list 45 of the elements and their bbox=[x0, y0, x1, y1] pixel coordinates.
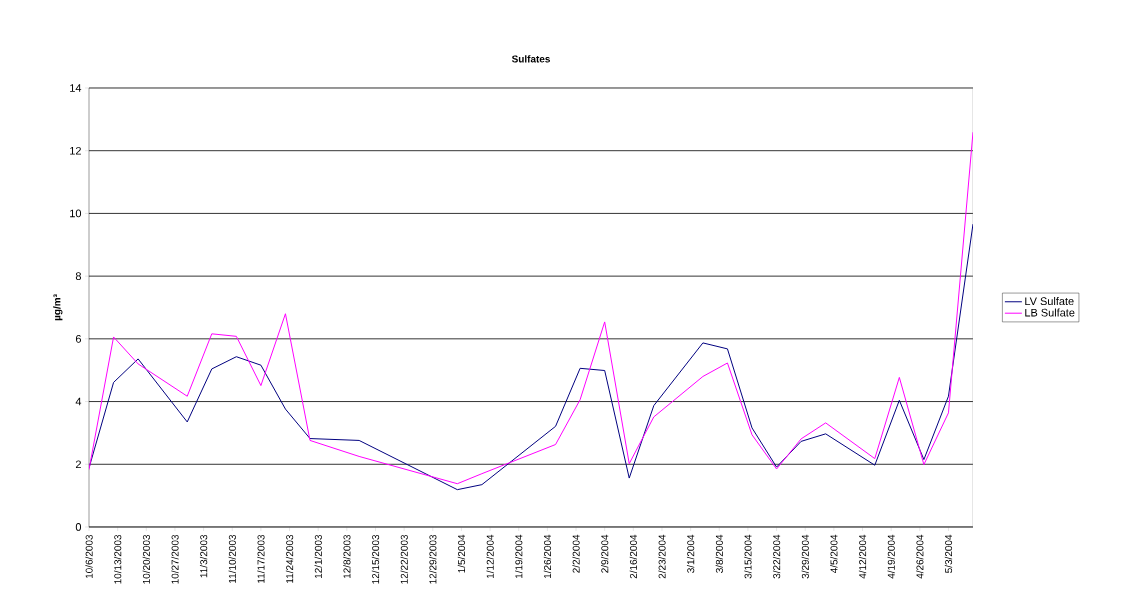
x-tick-label: 12/22/2003 bbox=[400, 534, 408, 584]
x-tick-label: 4/12/2004 bbox=[858, 534, 867, 579]
x-tick-label: 12/1/2003 bbox=[314, 534, 322, 579]
x-tick-label: 4/5/2004 bbox=[830, 534, 838, 574]
y-tick-label: 12 bbox=[70, 146, 81, 155]
x-tick-label: 11/24/2003 bbox=[285, 534, 294, 583]
y-tick-label: 8 bbox=[75, 272, 81, 281]
x-tick-label: 3/15/2004 bbox=[744, 534, 752, 579]
x-tick-label: 12/15/2003 bbox=[371, 534, 380, 584]
x-tick-label: 10/13/2003 bbox=[114, 534, 122, 584]
y-tick-label: 14 bbox=[70, 84, 82, 92]
y-tick-label: 6 bbox=[75, 334, 81, 343]
line-series bbox=[89, 223, 974, 491]
x-tick-label: 10/20/2003 bbox=[142, 534, 150, 584]
x-tick-label: 1/12/2004 bbox=[486, 534, 494, 579]
x-tick-label: 2/23/2004 bbox=[658, 534, 666, 579]
legend-label: LV Sulfate bbox=[1025, 297, 1074, 306]
x-tick-label: 2/9/2004 bbox=[601, 534, 609, 573]
chart-title: Sulfates bbox=[511, 55, 550, 63]
y-tick-label: 4 bbox=[75, 397, 82, 406]
x-tick-label: 3/29/2004 bbox=[801, 534, 809, 579]
x-tick-label: 12/8/2003 bbox=[343, 534, 351, 579]
x-tick-label: 3/8/2004 bbox=[715, 534, 723, 573]
x-tick-label: 1/19/2004 bbox=[515, 534, 523, 579]
x-tick-label: 1/5/2004 bbox=[457, 534, 466, 573]
x-tick-label: 11/17/2003 bbox=[257, 534, 265, 583]
y-tick-label: 2 bbox=[75, 460, 81, 469]
y-tick-label: 10 bbox=[70, 209, 82, 218]
x-tick-label: 2/2/2004 bbox=[572, 534, 580, 573]
x-tick-label: 12/29/2003 bbox=[429, 534, 437, 584]
line-series bbox=[89, 131, 974, 485]
x-tick-label: 11/3/2003 bbox=[199, 534, 208, 578]
x-tick-label: 3/1/2004 bbox=[686, 534, 695, 573]
x-tick-label: 11/10/2003 bbox=[228, 534, 236, 583]
x-tick-label: 5/3/2004 bbox=[944, 534, 953, 573]
y-tick-label: 0 bbox=[75, 523, 82, 531]
x-tick-label: 10/27/2003 bbox=[171, 534, 179, 584]
x-tick-label: 4/26/2004 bbox=[916, 534, 924, 579]
x-tick-label: 2/16/2004 bbox=[629, 534, 637, 579]
x-tick-label: 3/22/2004 bbox=[772, 534, 781, 579]
y-axis-title: µg/m³ bbox=[53, 294, 63, 321]
x-tick-label: 10/6/2003 bbox=[85, 534, 93, 579]
legend-label: LB Sulfate bbox=[1025, 308, 1075, 317]
x-tick-label: 4/19/2004 bbox=[887, 534, 895, 579]
x-tick-label: 1/26/2004 bbox=[543, 534, 552, 579]
